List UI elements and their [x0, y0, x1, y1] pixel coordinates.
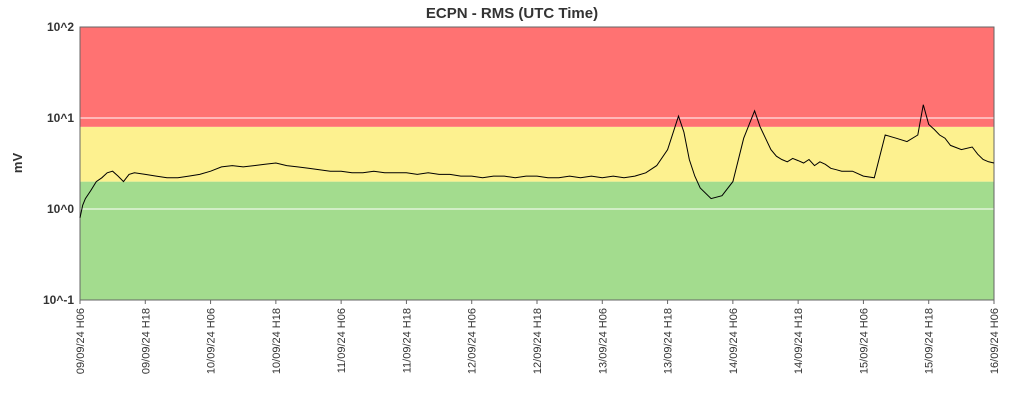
band-0 — [80, 181, 994, 300]
threshold-bands — [80, 27, 994, 300]
chart-title: ECPN - RMS (UTC Time) — [426, 5, 598, 22]
x-tick-label: 11/09/24 H06 — [336, 308, 348, 373]
y-tick-label: 10^0 — [47, 202, 74, 216]
x-tick-label: 09/09/24 H06 — [75, 308, 87, 374]
y-tick-label: 10^2 — [47, 20, 74, 34]
y-axis-label: mV — [10, 153, 25, 174]
x-tick-label: 16/09/24 H06 — [989, 308, 1001, 374]
x-tick-label: 15/09/24 H18 — [924, 308, 936, 374]
x-tick-label: 14/09/24 H06 — [728, 308, 740, 374]
x-tick-label: 15/09/24 H06 — [858, 308, 870, 374]
band-1 — [80, 126, 994, 182]
x-tick-label: 11/09/24 H18 — [401, 308, 413, 373]
series-line-group — [79, 104, 995, 218]
x-tick-label: 12/09/24 H18 — [532, 308, 544, 374]
y-tick-label: 10^-1 — [43, 293, 74, 307]
x-tick-label: 13/09/24 H18 — [663, 308, 675, 374]
x-tick-label: 13/09/24 H06 — [597, 308, 609, 374]
y-tick-labels: 10^-1 10^0 10^1 10^2 — [43, 20, 74, 307]
y-tick-label: 10^1 — [47, 111, 74, 125]
x-tick-label: 14/09/24 H18 — [793, 308, 805, 374]
x-tick-label: 09/09/24 H18 — [140, 308, 152, 374]
x-tick-label: 10/09/24 H18 — [271, 308, 283, 374]
x-tick-label: 12/09/24 H06 — [467, 308, 479, 374]
band-2 — [80, 27, 994, 127]
x-tick-labels: 09/09/24 H06 09/09/24 H18 10/09/24 H06 10/0… — [75, 300, 1001, 374]
x-tick-label: 10/09/24 H06 — [206, 308, 218, 374]
series-line-0 — [79, 104, 995, 218]
